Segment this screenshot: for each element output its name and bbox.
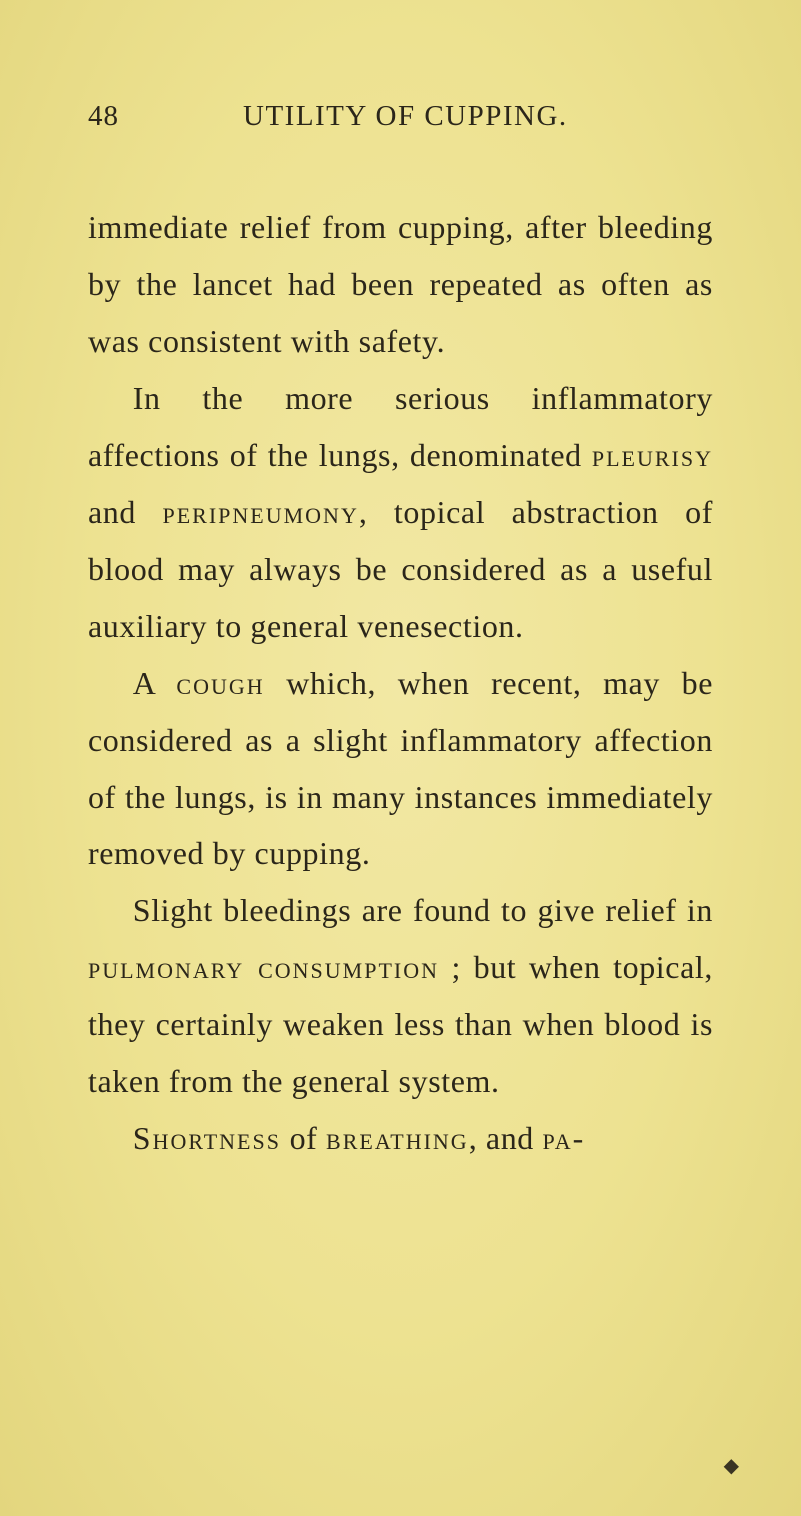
smallcaps-pulmonary-consumption: pulmonary consumption bbox=[88, 949, 439, 985]
smallcaps-pleurisy: pleurisy bbox=[592, 437, 713, 473]
body-text: immediate relief from cupping, after ble… bbox=[88, 199, 713, 1167]
smallcaps-pa: pa- bbox=[543, 1120, 586, 1156]
text-span: Slight bleedings are found to give relie… bbox=[133, 892, 713, 928]
paragraph-5: Shortness of breathing, and pa- bbox=[88, 1110, 713, 1167]
paragraph-4: Slight bleedings are found to give relie… bbox=[88, 882, 713, 1110]
text-span: and bbox=[88, 494, 162, 530]
text-span: , and bbox=[469, 1120, 543, 1156]
smallcaps-peripneumony: peripneumony bbox=[162, 494, 358, 530]
page-header: 48 UTILITY OF CUPPING. bbox=[88, 100, 713, 133]
paragraph-2: In the more serious inflammatory affecti… bbox=[88, 370, 713, 655]
running-head: UTILITY OF CUPPING. bbox=[243, 100, 568, 133]
text-span: of bbox=[281, 1120, 326, 1156]
smallcaps-cough: cough bbox=[176, 665, 264, 701]
text-span: A bbox=[133, 665, 177, 701]
page-content: 48 UTILITY OF CUPPING. immediate relief … bbox=[88, 100, 713, 1167]
paragraph-1: immediate relief from cupping, after ble… bbox=[88, 199, 713, 370]
page-mark-icon: ◆ bbox=[724, 1453, 739, 1478]
page-number: 48 bbox=[88, 100, 119, 133]
text-span: immediate relief from cupping, after ble… bbox=[88, 209, 713, 359]
smallcaps-breathing: breathing bbox=[326, 1120, 469, 1156]
smallcaps-shortness: Shortness bbox=[133, 1120, 281, 1156]
paragraph-3: A cough which, when recent, may be consi… bbox=[88, 655, 713, 883]
